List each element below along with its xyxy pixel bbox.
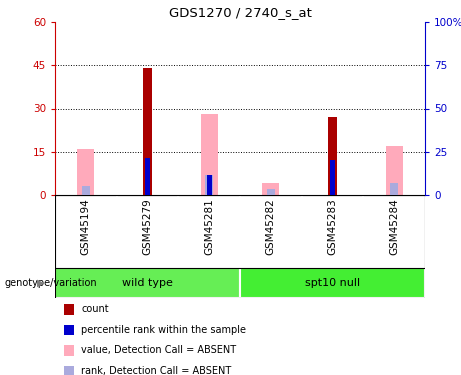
Bar xyxy=(330,160,335,195)
Text: GSM45279: GSM45279 xyxy=(142,198,153,255)
Title: GDS1270 / 2740_s_at: GDS1270 / 2740_s_at xyxy=(169,6,312,20)
Text: GSM45194: GSM45194 xyxy=(81,198,91,255)
Text: rank, Detection Call = ABSENT: rank, Detection Call = ABSENT xyxy=(81,366,231,375)
Bar xyxy=(82,186,89,195)
Bar xyxy=(77,149,95,195)
Bar xyxy=(206,175,213,195)
Text: genotype/variation: genotype/variation xyxy=(5,278,97,288)
Text: GSM45281: GSM45281 xyxy=(204,198,214,255)
Text: GSM45283: GSM45283 xyxy=(327,198,337,255)
Text: value, Detection Call = ABSENT: value, Detection Call = ABSENT xyxy=(81,345,236,355)
Text: count: count xyxy=(81,304,109,314)
Bar xyxy=(328,117,337,195)
Text: spt10 null: spt10 null xyxy=(305,278,360,288)
Text: ▶: ▶ xyxy=(36,278,44,288)
Bar xyxy=(143,68,152,195)
Text: wild type: wild type xyxy=(122,278,173,288)
Bar xyxy=(145,158,150,195)
Bar xyxy=(201,114,218,195)
Bar xyxy=(390,183,398,195)
Text: GSM45282: GSM45282 xyxy=(266,198,276,255)
Bar xyxy=(262,183,279,195)
Bar xyxy=(207,175,212,195)
Bar xyxy=(267,189,275,195)
Text: GSM45284: GSM45284 xyxy=(389,198,399,255)
Text: percentile rank within the sample: percentile rank within the sample xyxy=(81,325,246,335)
Bar xyxy=(55,268,240,298)
Bar xyxy=(385,146,403,195)
Bar xyxy=(240,268,425,298)
